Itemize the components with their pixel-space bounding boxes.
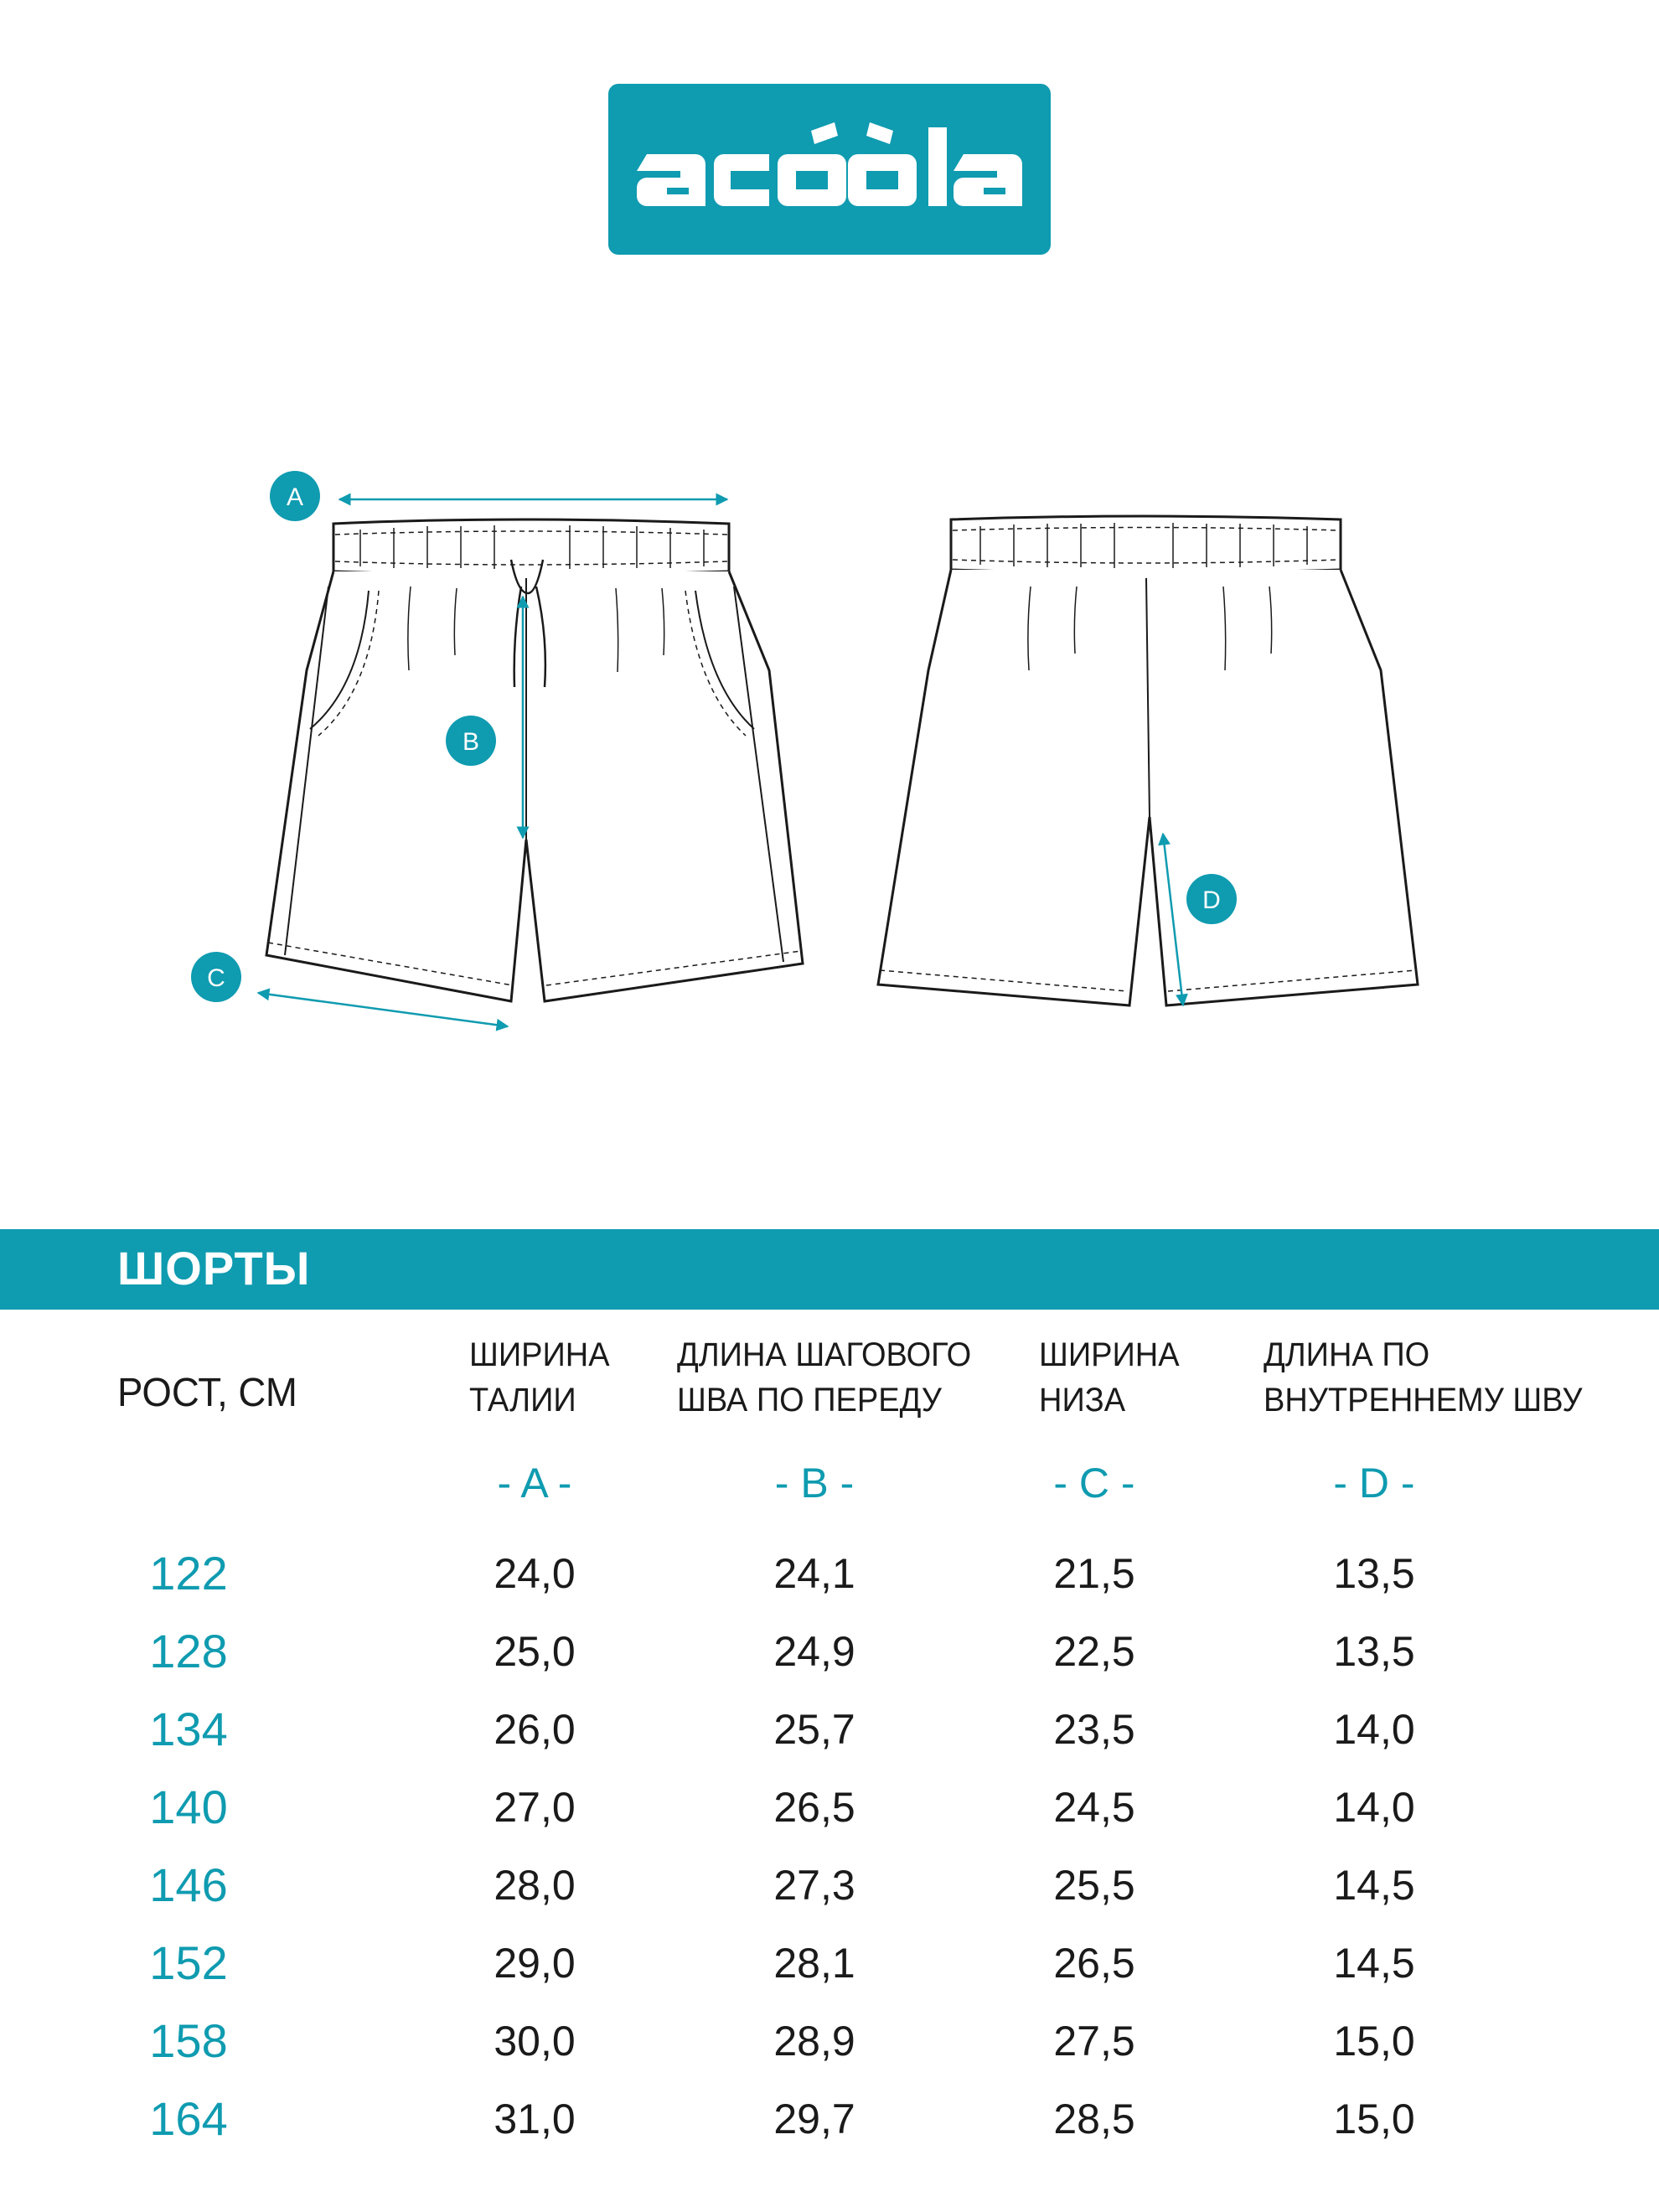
measurement-cell: 26,5 [1053,1940,1135,1987]
measurement-cell: 14,0 [1333,1784,1415,1831]
table-row: 146 28,0 27,3 25,5 14,5 [0,1860,1659,1938]
measurement-cell: 25,0 [494,1628,576,1675]
column-code-b: - B - [774,1460,855,1507]
measurement-cell: 26,5 [773,1784,855,1831]
brand-logo [608,84,1051,255]
column-code-d: - D - [1333,1460,1415,1507]
table-title: ШОРТЫ [117,1242,311,1295]
measure-c-arrow [256,988,509,1031]
column-code-c: - C - [1053,1460,1135,1507]
acoola-logo-wordmark [637,122,1022,206]
measurement-cell: 13,5 [1333,1628,1415,1675]
front-view [265,518,804,1003]
table-row: 164 31,0 29,7 28,5 15,0 [0,2094,1659,2172]
table-row: 140 27,0 26,5 24,5 14,0 [0,1782,1659,1860]
height-cell: 140 [149,1780,228,1833]
column-header-b: ДЛИНА ШАГОВОГО ШВА ПО ПЕРЕДУ [677,1336,972,1419]
measurement-cell: 26,0 [494,1706,576,1753]
measurement-cell: 27,0 [494,1784,576,1831]
shorts-technical-drawing: A B C D [0,436,1659,1140]
table-title-band: ШОРТЫ [0,1229,1659,1310]
shorts-sketch: A B C D [191,471,1419,1031]
height-cell: 152 [149,1936,228,1989]
measurement-cell: 25,5 [1053,1862,1135,1909]
measurement-cell: 21,5 [1053,1550,1135,1597]
marker-c-label: C [207,964,225,992]
table-row: 152 29,0 28,1 26,5 14,5 [0,1938,1659,2016]
measurement-cell: 28,5 [1053,2096,1135,2142]
measurement-cell: 27,3 [773,1862,855,1909]
height-cell: 146 [149,1858,228,1911]
height-cell: 158 [149,2014,228,2067]
marker-d [1186,874,1237,924]
measurement-cell: 27,5 [1053,2018,1135,2065]
back-view [876,514,1419,1007]
height-cell: 164 [149,2092,228,2145]
marker-b [446,716,496,766]
marker-d-label: D [1202,886,1221,914]
measure-markers: A B C D [191,471,1237,1002]
measurement-cell: 24,1 [773,1550,855,1597]
table-row: 122 24,0 24,1 21,5 13,5 [0,1548,1659,1626]
height-cell: 134 [149,1703,228,1755]
column-header-d: ДЛИНА ПО ВНУТРЕННЕМУ ШВУ [1264,1336,1583,1419]
measurement-cell: 30,0 [494,2018,576,2065]
measurement-cell: 28,0 [494,1862,576,1909]
table-row: 128 25,0 24,9 22,5 13,5 [0,1626,1659,1704]
measurement-cell: 28,9 [773,2018,855,2065]
table-row: 158 30,0 28,9 27,5 15,0 [0,2016,1659,2094]
measurement-cell: 14,0 [1333,1706,1415,1753]
measurement-cell: 14,5 [1333,1862,1415,1909]
measure-d-arrow [1158,832,1188,1007]
measurement-cell: 24,5 [1053,1784,1135,1831]
marker-c [191,952,241,1002]
measurement-cell: 13,5 [1333,1550,1415,1597]
measurement-cell: 25,7 [773,1706,855,1753]
height-cell: 128 [149,1625,228,1677]
measurement-cell: 24,9 [773,1628,855,1675]
measurement-cell: 24,0 [494,1550,576,1597]
measurement-cell: 29,7 [773,2096,855,2142]
height-header: РОСТ, СМ [117,1371,297,1415]
marker-a-label: A [287,483,303,511]
table-row: 134 26,0 25,7 23,5 14,0 [0,1704,1659,1782]
measurement-cell: 22,5 [1053,1628,1135,1675]
marker-a [270,471,320,521]
marker-b-label: B [463,728,479,756]
measurement-cell: 28,1 [773,1940,855,1987]
column-header-c: ШИРИНА НИЗА [1039,1336,1180,1419]
height-cell: 122 [149,1547,228,1600]
measurement-cell: 31,0 [494,2096,576,2142]
measurement-cell: 14,5 [1333,1940,1415,1987]
measurement-cell: 15,0 [1333,2018,1415,2065]
column-code-a: - A - [497,1460,572,1507]
measurement-cell: 29,0 [494,1940,576,1987]
measurement-cell: 23,5 [1053,1706,1135,1753]
measurement-cell: 15,0 [1333,2096,1415,2142]
column-header-a: ШИРИНА ТАЛИИ [469,1336,610,1419]
